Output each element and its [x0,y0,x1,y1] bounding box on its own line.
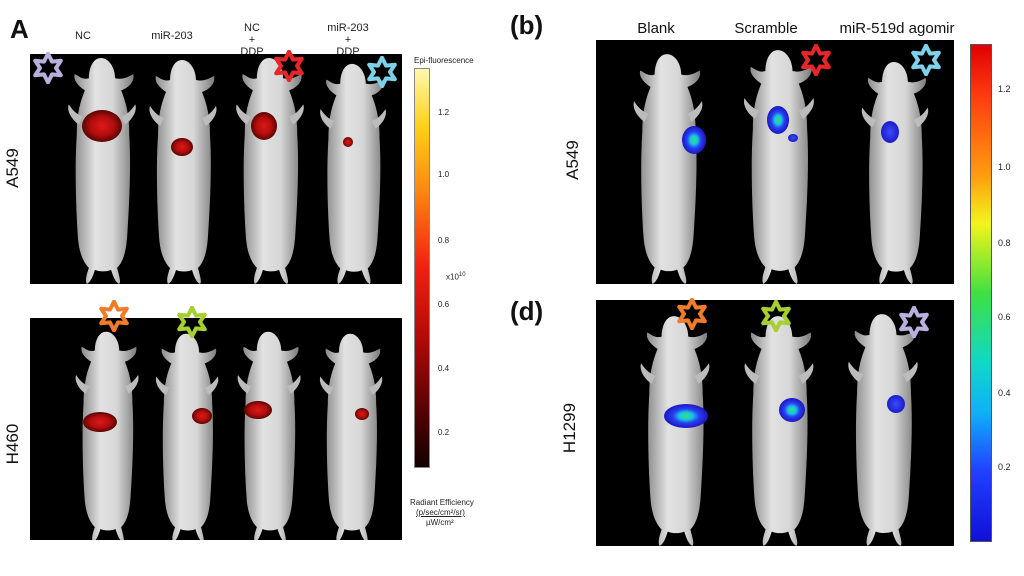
colorbar-a-tick: 0.8 [438,236,450,245]
colorbar-a-title: Epi-fluorescence [414,56,474,65]
signal-blob [192,408,212,424]
cyan-star-icon [911,44,941,76]
signal-blob [664,404,708,428]
signal-blob [171,138,193,156]
colorbar-a-multiplier: x1010 [446,272,466,282]
red-star-icon [801,44,831,76]
colorbar-a-tick: 0.2 [438,428,450,437]
colorbar-right [970,44,992,542]
signal-blob [788,134,798,142]
panel-d-row-label-h1299: H1299 [560,402,579,454]
signal-blob [251,112,277,140]
signal-blob [355,408,369,420]
signal-blob [682,126,706,154]
panel-a-row-label-a549: A549 [3,148,22,188]
signal-blob [83,412,117,432]
panel-a-col-label-mir203: miR-203 [151,30,193,42]
panel-a-col-label-mir203-ddp-text: miR-203 + DDP [327,22,369,58]
lavender-star-icon [899,306,929,338]
colorbar-a-multiplier-exp: 10 [458,272,466,278]
colorbar-a-multiplier-base: x10 [446,272,459,282]
panel-a-h460-image [30,318,402,540]
orange-star-icon [99,300,129,332]
signal-blob [82,110,122,142]
panel-a-col-label-mir203-ddp: miR-203 + DDP [318,22,378,58]
panel-a-a549-mice [68,58,386,284]
signal-blob [881,121,899,143]
colorbar-a-unit-line3: µW/cm² [426,518,454,527]
panel-b-mice [633,50,929,284]
colorbar-a-tick: 1.0 [438,170,450,179]
colorbar-a [414,68,430,468]
panel-a-col-label-nc-ddp-text: NC + DDP [240,22,264,58]
panel-a-col-label-nc: NC [75,30,91,42]
panel-d-mice [640,314,918,546]
colorbar-a-tick: 0.6 [438,300,450,309]
panel-b-letter: (b) [510,10,544,40]
green-star-icon [761,300,791,332]
colorbar-right-tick: 1.2 [998,84,1011,94]
red-star-icon [274,50,304,82]
panel-a-col-label-nc-ddp: NC + DDP [232,22,272,58]
panel-b-row-label-a549: A549 [563,140,582,180]
colorbar-a-tick: 0.4 [438,364,450,373]
orange-star-icon [677,298,707,330]
green-star-icon [177,306,207,338]
panel-a-h460-mice [75,331,383,540]
signal-blob [779,398,805,422]
signal-blob [767,106,789,134]
colorbar-right-tick: 0.8 [998,238,1011,248]
panel-a-letter: A [10,14,29,44]
lavender-star-icon [33,52,63,84]
colorbar-right-tick: 0.2 [998,462,1011,472]
panel-b-a549-image [596,40,954,284]
signal-blob [887,395,905,413]
panel-a-row-label-h460: H460 [3,423,22,465]
cyan-star-icon [367,56,397,88]
panel-b-col-label-scramble: Scramble [734,20,798,37]
colorbar-a-unit-line2: (p/sec/cm²/sr) [416,508,465,517]
panel-b-col-label-agomir: miR-519d agomir [839,20,955,37]
colorbar-right-tick: 1.0 [998,162,1011,172]
panel-d-letter: (d) [510,296,544,326]
colorbar-a-tick: 1.2 [438,108,450,117]
panel-a-a549-image [30,54,402,284]
panel-d-h1299-image [596,300,954,546]
panel-b-col-label-blank: Blank [637,20,675,37]
colorbar-right-tick: 0.6 [998,312,1011,322]
signal-blob [343,137,353,147]
colorbar-right-tick: 0.4 [998,388,1011,398]
signal-blob [244,401,272,419]
colorbar-a-unit-line1: Radiant Efficiency [410,498,474,507]
